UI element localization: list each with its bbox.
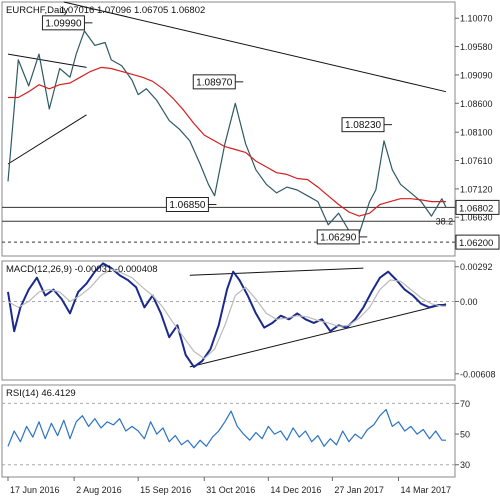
macd-y-tick-label: -0.00608 [460, 369, 496, 379]
annotation-label: 1.06290 [320, 232, 357, 243]
price-y-tick-label: 1.09580 [460, 42, 493, 52]
price-tag-box [455, 199, 500, 215]
x-tick-label: 2 Aug 2016 [76, 485, 122, 495]
annotation-label: 1.08230 [345, 120, 382, 131]
macd-frame [1, 260, 456, 381]
rsi-y-tick-label: 50 [460, 430, 470, 440]
price-panel: 1.10070 1.09580 1.09090 1.08600 1.08100 1.076… [1, 1, 500, 257]
macd-y-tick-label: 0.00 [460, 297, 478, 307]
x-tick-label: 27 Jan 2017 [334, 485, 384, 495]
macd-series-line [7, 268, 446, 360]
x-tick-label: 14 Dec 2016 [270, 485, 321, 495]
macd-series-line [7, 262, 446, 368]
ohlc-label: 1.07016 1.07096 1.06705 1.06802 [60, 5, 205, 16]
fib-label: 38.2 [436, 216, 454, 226]
rsi-y-tick-label: 70 [460, 399, 470, 409]
rsi-panel: 70 50 30 RSI(14) 46.4129 [1, 384, 470, 478]
x-tick-label: 14 Mar 2017 [400, 485, 451, 495]
rsi-series-line [7, 408, 446, 449]
price-y-tick-label: 1.08100 [460, 128, 493, 138]
price-title: EURCHF,Daily [6, 5, 69, 16]
macd-y-tick-label: 0.00292 [460, 262, 493, 272]
price-trendline [7, 114, 87, 165]
annotation-label: 1.09990 [45, 18, 82, 29]
price-tag-box [455, 234, 500, 250]
price-trendline [63, 1, 447, 93]
macd-title: MACD(12,26,9) -0.00031 -0.000408 [6, 264, 158, 275]
annotation-box [192, 74, 236, 90]
rsi-frame [1, 384, 456, 478]
annotation-label: 1.06850 [169, 200, 206, 211]
annotation-box [41, 15, 85, 31]
price-y-tick-label: 1.10070 [460, 14, 493, 24]
price-y-tick-label: 1.07120 [460, 184, 493, 194]
macd-trendline [189, 303, 447, 368]
x-tick-label: 31 Oct 2016 [206, 485, 255, 495]
rsi-title: RSI(14) 46.4129 [6, 388, 76, 399]
price-series-line [7, 30, 447, 234]
price-y-tick-label: 1.07610 [460, 156, 493, 166]
price-y-tick-label: 1.08600 [460, 99, 493, 109]
annotation-box [165, 197, 209, 213]
annotation-box [341, 117, 385, 133]
price-tag-label: 1.06200 [459, 238, 493, 249]
macd-panel: 0.00292 0.00 -0.00608 MACD(12,26,9) -0.0003… [1, 260, 496, 381]
price-series-line [8, 66, 446, 217]
x-tick-label: 17 Jun 2016 [10, 485, 60, 495]
annotation-label: 1.08970 [196, 77, 233, 88]
price-y-tick-label: 1.09090 [460, 70, 493, 80]
x-tick-label: 15 Sep 2016 [140, 485, 191, 495]
rsi-y-tick-label: 30 [460, 460, 470, 470]
macd-trendline [189, 267, 364, 276]
price-y-tick-label: 1.06630 [460, 213, 493, 223]
price-tag-label: 1.06802 [459, 203, 493, 214]
annotation-box [316, 229, 360, 245]
